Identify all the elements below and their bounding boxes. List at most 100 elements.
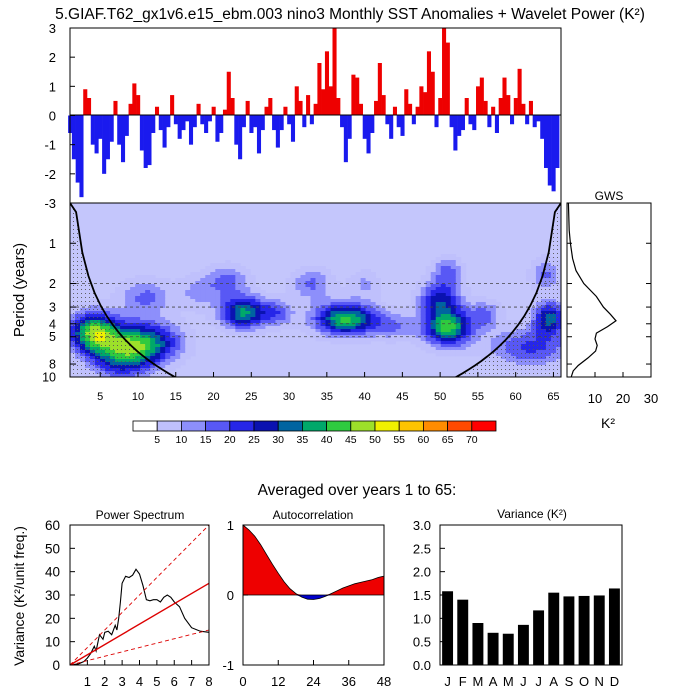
wavelet-cell xyxy=(285,278,291,282)
wavelet-cell xyxy=(220,293,226,297)
wavelet-cell xyxy=(535,278,542,282)
wavelet-cell xyxy=(400,308,407,312)
wavelet-cell xyxy=(220,308,226,312)
wavelet-cell xyxy=(450,263,457,267)
sst-bar xyxy=(234,115,239,145)
wavelet-cell xyxy=(370,281,377,285)
sst-anomaly-bars xyxy=(68,28,560,198)
wavelet-cell xyxy=(275,323,281,327)
wavelet-cell xyxy=(395,308,402,312)
wavelet-cell xyxy=(165,293,171,297)
wavelet-cell xyxy=(360,293,367,297)
wavelet-cell xyxy=(240,272,246,276)
wavelet-cell xyxy=(230,272,236,276)
wavelet-cell xyxy=(460,326,467,330)
sst-bar xyxy=(313,103,318,116)
wavelet-cell xyxy=(320,296,326,300)
wavelet-cell xyxy=(255,299,261,303)
wavelet-cell xyxy=(460,335,467,339)
wavelet-cell xyxy=(305,287,311,291)
wavelet-cell xyxy=(150,344,156,348)
wavelet-cell xyxy=(445,293,452,297)
wavelet-cell xyxy=(185,302,191,306)
power-spectrum-ytick-label: 20 xyxy=(45,611,60,626)
power-spectrum-ytick-label: 50 xyxy=(45,541,60,556)
wavelet-cell xyxy=(420,305,427,309)
wavelet-cell xyxy=(335,284,341,288)
wavelet-cell xyxy=(310,296,316,300)
wavelet-cell xyxy=(295,314,301,318)
wavelet-cell xyxy=(230,332,236,336)
wavelet-cell xyxy=(145,317,151,321)
wavelet-cell xyxy=(150,311,156,315)
wavelet-cell xyxy=(465,332,472,336)
wavelet-cell xyxy=(155,326,161,330)
wavelet-cell xyxy=(145,290,151,294)
wavelet-cell xyxy=(350,311,356,315)
wavelet-cell xyxy=(415,314,422,318)
wavelet-cell xyxy=(140,323,146,327)
wavelet-cell xyxy=(430,305,437,309)
wavelet-cell xyxy=(445,269,452,273)
wavelet-cell xyxy=(470,350,477,354)
variance-month-label: J xyxy=(535,674,542,689)
wavelet-cell xyxy=(130,320,136,324)
wavelet-cell xyxy=(430,260,437,264)
sst-bar xyxy=(253,115,258,128)
wavelet-cell xyxy=(465,329,472,333)
wavelet-cell xyxy=(460,308,467,312)
power-spectrum-xtick-label: 8 xyxy=(205,674,212,689)
wavelet-cell xyxy=(315,287,321,291)
wavelet-cell xyxy=(105,302,111,306)
power-spectrum-ytick-label: 60 xyxy=(45,518,60,533)
wavelet-cell xyxy=(370,314,377,318)
wavelet-cell xyxy=(400,311,407,315)
wavelet-cell xyxy=(320,329,326,333)
wavelet-cell xyxy=(380,338,387,342)
wavelet-cell xyxy=(320,287,326,291)
wavelet-cell xyxy=(300,314,306,318)
wavelet-cell xyxy=(410,299,417,303)
power-spectrum-ytick-label: 0 xyxy=(52,658,60,673)
wavelet-cell xyxy=(355,284,361,288)
wavelet-cell xyxy=(170,290,176,294)
wavelet-cell xyxy=(295,284,301,288)
wavelet-cell xyxy=(220,278,226,282)
wavelet-cell xyxy=(435,266,442,270)
wavelet-cell xyxy=(250,281,256,285)
wavelet-cell xyxy=(135,299,141,303)
wavelet-cell xyxy=(390,338,397,342)
sst-bar xyxy=(162,115,167,148)
wavelet-cell xyxy=(200,290,206,294)
power-spectrum-upper-95 xyxy=(69,524,210,666)
wavelet-cell xyxy=(220,287,226,291)
wavelet-cell xyxy=(290,293,296,297)
wavelet-cell xyxy=(295,287,301,291)
wavelet-cell xyxy=(155,293,161,297)
wavelet-cell xyxy=(405,338,412,342)
sst-bar xyxy=(113,100,118,116)
wavelet-cell xyxy=(235,290,241,294)
wavelet-cell xyxy=(425,326,432,330)
wavelet-cell xyxy=(265,320,271,324)
wavelet-cell xyxy=(130,341,136,345)
wavelet-cell xyxy=(320,308,326,312)
wavelet-cell xyxy=(390,332,397,336)
wavelet-cell xyxy=(235,311,241,315)
sst-bar xyxy=(173,115,178,125)
wavelet-cell xyxy=(370,293,377,297)
wavelet-cell xyxy=(135,293,141,297)
wavelet-cell xyxy=(165,338,171,342)
wavelet-cell xyxy=(130,344,136,348)
wavelet-cell xyxy=(450,284,457,288)
sst-bar xyxy=(309,115,314,125)
wavelet-cell xyxy=(490,302,497,306)
wavelet-cell xyxy=(435,275,442,279)
wavelet-cell xyxy=(300,290,306,294)
wavelet-cell xyxy=(465,326,472,330)
wavelet-cell xyxy=(480,311,487,315)
wavelet-cell xyxy=(310,275,316,279)
wavelet-cell xyxy=(200,296,206,300)
wavelet-cell xyxy=(335,281,341,285)
colorbar-swatch xyxy=(422,420,448,432)
